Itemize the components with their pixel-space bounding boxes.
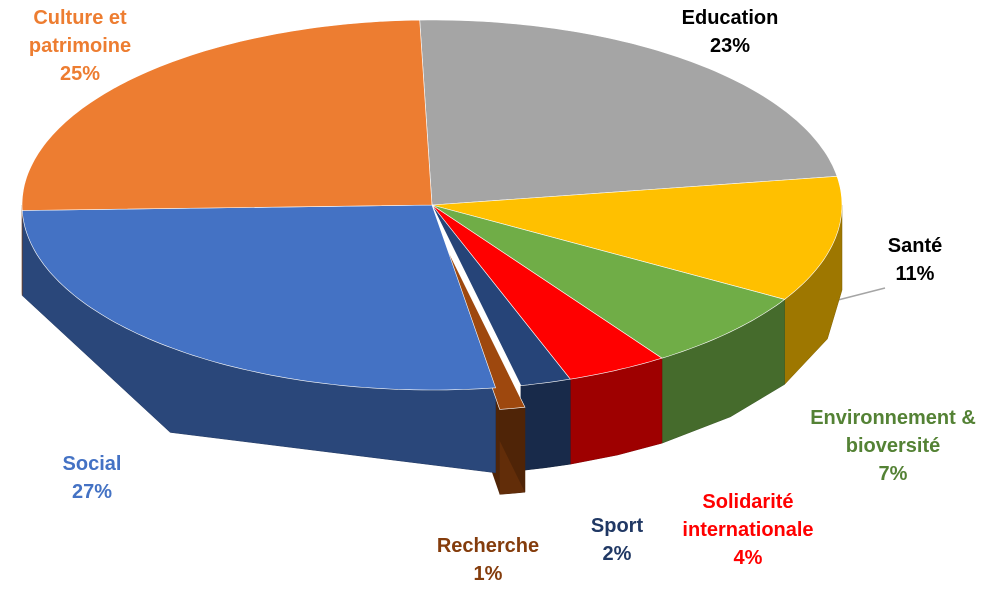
category-name: Sport [590, 515, 644, 537]
category-name: Education [681, 7, 779, 29]
slice-label: Recherche 1% [418, 532, 558, 588]
slice-label: Education 23% [650, 4, 810, 60]
slice [419, 19, 838, 206]
slice [431, 204, 786, 359]
slice [21, 19, 433, 211]
slice [431, 175, 843, 300]
category-name: Santé [887, 235, 943, 257]
value-label: 27% [71, 481, 113, 503]
slice [431, 204, 571, 386]
category-name: Social [62, 453, 122, 475]
slice [431, 204, 663, 380]
category-name: Environnement & bioversité [810, 407, 976, 457]
value-label: 7% [878, 463, 908, 485]
slice-label: Social 27% [47, 450, 137, 506]
slice [21, 204, 497, 391]
category-name: Recherche [436, 535, 540, 557]
slice-side [520, 378, 571, 471]
value-label: 4% [733, 547, 763, 569]
leader-line [837, 287, 886, 301]
value-label: 23% [709, 35, 751, 57]
category-name: Culture et patrimoine [28, 7, 132, 57]
slice-label: Culture et patrimoine 25% [5, 4, 155, 88]
slice-label: Sport 2% [582, 512, 652, 568]
value-label: 1% [473, 563, 503, 585]
value-label: 11% [895, 263, 935, 285]
slice-label: Solidarité internationale 4% [658, 488, 838, 572]
category-name: Solidarité internationale [682, 491, 814, 541]
slice [435, 226, 526, 410]
slice-label: Environnement & bioversité 7% [788, 404, 998, 488]
slice-label: Santé 11% [875, 232, 955, 288]
tops [21, 19, 843, 410]
value-label: 25% [59, 63, 101, 85]
value-label: 2% [602, 543, 632, 565]
